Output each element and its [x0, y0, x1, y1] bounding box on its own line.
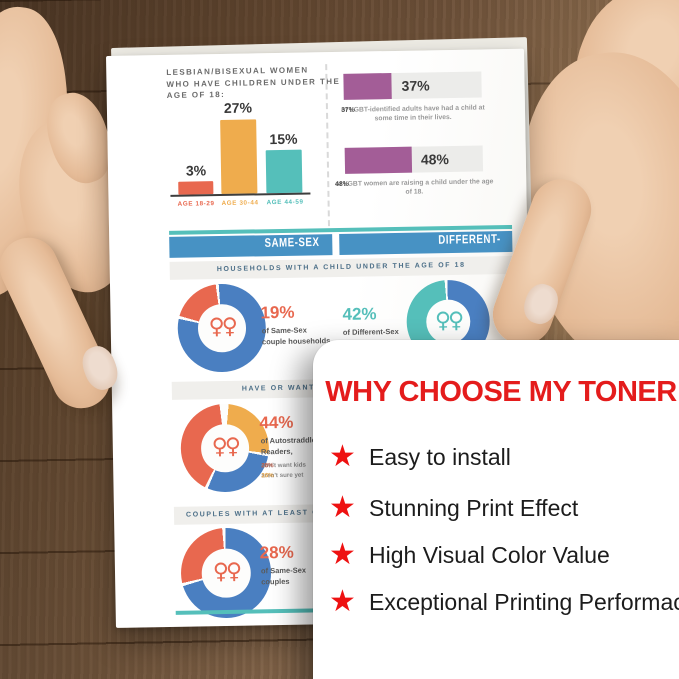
promo-bullet: ★ Easy to install: [329, 440, 511, 474]
promo-card: WHY CHOOSE MY TONER ★ Easy to install ★ …: [313, 340, 679, 679]
donut-pct: 28%: [259, 542, 294, 563]
stat-caption-pct: 37%: [341, 106, 355, 114]
stat-caption-pct: 48%: [335, 180, 349, 189]
stat-bar-37: 37%: [343, 71, 482, 100]
stat-caption: 37% of LGBT-identified adults have had a…: [333, 103, 493, 124]
promo-bullet: ★ Stunning Print Effect: [329, 491, 578, 525]
double-venus-icon: ♀♀: [211, 434, 239, 460]
promo-bullet-text: Easy to install: [369, 444, 511, 470]
stat-bar-value: 37%: [401, 77, 430, 94]
double-venus-icon: ♀♀: [208, 314, 236, 340]
stat-bar-48: 48%: [344, 145, 484, 174]
star-icon: ★: [329, 584, 356, 619]
promo-bullet-text: Stunning Print Effect: [369, 495, 579, 521]
bar-value-label: 3%: [185, 162, 207, 179]
donut-substat: 26% aren't sure yet: [261, 471, 304, 480]
star-icon: ★: [329, 439, 356, 474]
bar-age-18-29: [178, 181, 214, 195]
bar-value-label: 15%: [269, 130, 298, 148]
bar-category-label: AGE 44-59: [266, 198, 304, 207]
star-icon: ★: [329, 490, 356, 525]
promo-card-title: WHY CHOOSE MY TONER: [325, 376, 677, 408]
ribbon-different-sex: DIFFERENT-SEX COUPLES: [339, 230, 513, 272]
star-icon: ★: [329, 537, 356, 572]
donut-pct: 19%: [260, 302, 295, 323]
donut-desc: of Same-Sex couples: [260, 565, 307, 587]
donut-substat: 28% don't want kids: [261, 461, 307, 470]
double-venus-icon: ♀♀: [434, 307, 462, 334]
donut-pct: 44%: [259, 412, 294, 433]
donut-desc: of Same-Sex couple households: [261, 325, 331, 347]
stat-bar-value: 48%: [420, 151, 450, 168]
promo-bullet-text: Exceptional Printing Performace: [369, 589, 679, 615]
stat-caption: 48% of LGBT women are raising a child un…: [334, 177, 494, 198]
donut-pct: 42%: [342, 304, 377, 324]
donut-19: ♀♀: [177, 283, 267, 373]
infographic-title: LESBIAN/BISEXUAL WOMEN WHO HAVE CHILDREN…: [166, 65, 341, 100]
stat-bar-fill: [344, 146, 413, 174]
stat-caption-text: of LGBT-identified adults have had a chi…: [341, 104, 485, 123]
ribbon-same-sex: SAME-SEX COUPLES: [169, 234, 333, 275]
stat-caption-text: of LGBT women are raising a child under …: [335, 178, 494, 196]
double-venus-icon: ♀♀: [212, 559, 240, 585]
donut-desc: of Different-Sex: [342, 326, 399, 337]
promo-bullet-text: High Visual Color Value: [369, 542, 610, 568]
stat-bar-fill: [343, 73, 392, 100]
promo-bullet: ★ Exceptional Printing Performace: [329, 585, 679, 619]
donut-28: ♀♀: [180, 527, 272, 619]
bar-value-label: 27%: [223, 99, 253, 116]
bar-age-30-44: [220, 119, 258, 195]
donut-44: ♀♀: [180, 403, 270, 493]
promo-bullet: ★ High Visual Color Value: [329, 538, 610, 572]
bar-age-44-59: [265, 149, 303, 194]
donut-desc: of Autostraddle Readers,: [260, 435, 316, 457]
